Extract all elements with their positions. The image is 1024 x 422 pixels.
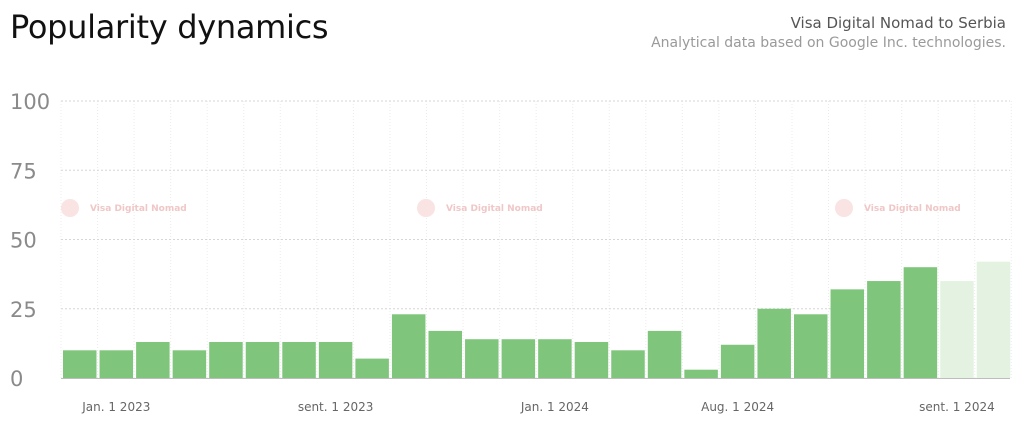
bar [830, 289, 865, 378]
bar [63, 350, 97, 378]
watermark-text: Visa Digital Nomad [90, 204, 187, 214]
watermark-logo-icon [835, 199, 853, 217]
bar [318, 341, 353, 378]
y-tick-label: 75 [10, 159, 37, 183]
bar [538, 339, 572, 378]
bar [611, 350, 645, 378]
y-tick-label: 100 [10, 90, 50, 114]
bar [391, 314, 426, 378]
bar [574, 341, 609, 378]
bar [757, 308, 791, 378]
y-tick-label: 50 [10, 229, 37, 253]
bar [647, 330, 682, 378]
y-tick-label: 0 [10, 367, 23, 391]
x-tick-label: Jan. 1 2024 [520, 400, 589, 414]
chart-subtitle: Visa Digital Nomad to Serbia [790, 14, 1006, 32]
bar [209, 341, 243, 378]
bar [136, 341, 170, 378]
bar [99, 350, 134, 378]
bar [428, 330, 462, 378]
chart-subtitle-block: Visa Digital Nomad to Serbia Analytical … [651, 14, 1006, 51]
bar [794, 314, 828, 378]
bar [355, 358, 389, 378]
bar [720, 344, 755, 378]
watermark-logo-icon [61, 199, 79, 217]
x-tick-label: sent. 1 2023 [298, 400, 374, 414]
bar-incomplete [940, 281, 974, 378]
chart-title: Popularity dynamics [10, 8, 329, 46]
data-source-note: Analytical data based on Google Inc. tec… [651, 35, 1006, 51]
bar-incomplete [976, 261, 1011, 378]
x-tick-label: Aug. 1 2024 [701, 400, 774, 414]
x-tick-label: Jan. 1 2023 [81, 400, 150, 414]
y-tick-label: 25 [10, 298, 37, 322]
bar [684, 369, 718, 378]
bar [903, 267, 938, 378]
bar [282, 341, 316, 378]
bar [465, 339, 499, 378]
watermark-text: Visa Digital Nomad [446, 204, 543, 214]
watermark-logo-icon [417, 199, 435, 217]
bar [245, 341, 280, 378]
bar [172, 350, 207, 378]
x-tick-label: sent. 1 2024 [919, 400, 995, 414]
watermark-text: Visa Digital Nomad [864, 204, 961, 214]
bar [867, 281, 901, 378]
bar [501, 339, 536, 378]
